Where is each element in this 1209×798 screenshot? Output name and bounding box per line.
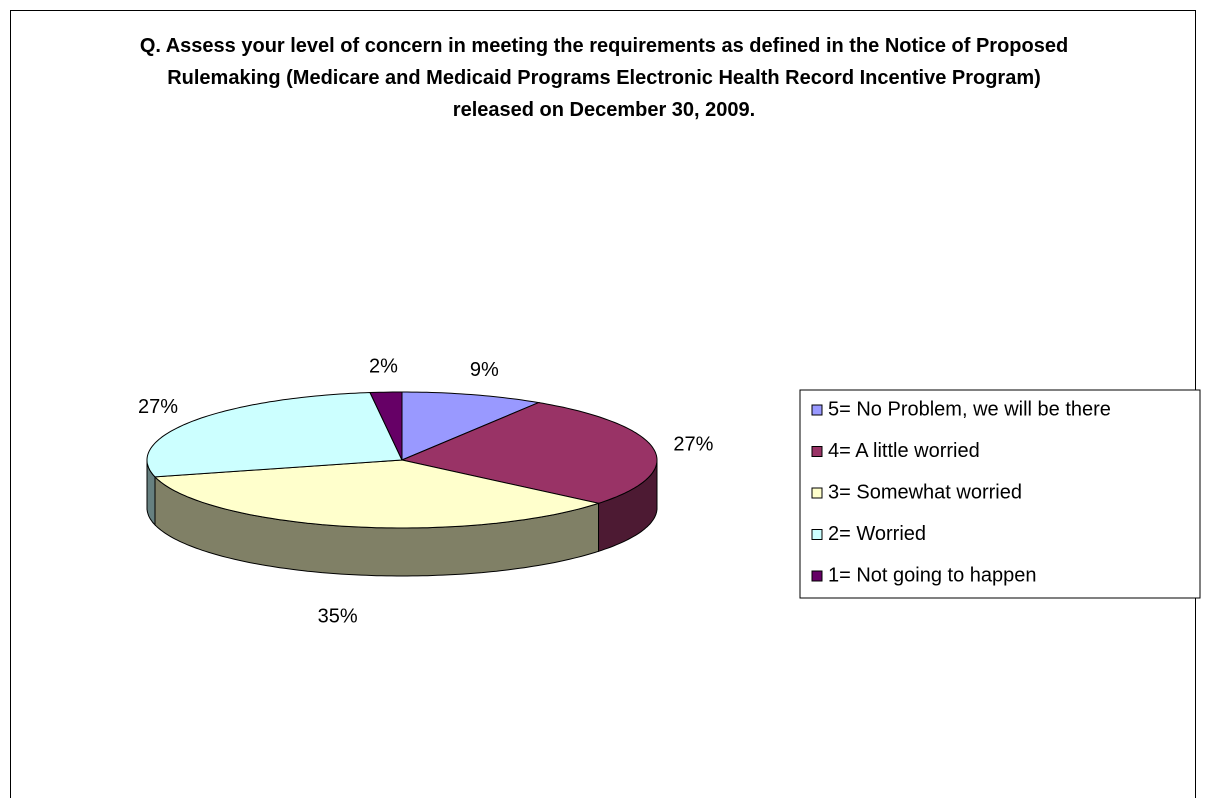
chart-title: Q. Assess your level of concern in meeti… (139, 35, 1069, 121)
legend-swatch (811, 570, 823, 582)
legend-label: 1= Not going to happen (828, 564, 1037, 586)
slice (400, 402, 658, 504)
data-label: 27% (673, 434, 713, 456)
data-label: 27% (138, 396, 178, 418)
data-label: 9% (470, 359, 499, 381)
slice (369, 391, 403, 461)
slice (153, 459, 601, 529)
legend-label: 3= Somewhat worried (828, 481, 1022, 503)
legend-box (799, 389, 1201, 599)
slice (401, 391, 541, 461)
legend-swatch (811, 446, 823, 457)
data-label: 35% (318, 605, 358, 627)
legend-label: 4= A little worried (828, 440, 980, 462)
legend-swatch (811, 487, 823, 499)
data-label: 2% (369, 355, 398, 377)
legend-swatch (811, 404, 823, 416)
legend-label: 2= Worried (828, 523, 926, 545)
legend-swatch (811, 529, 823, 540)
legend-label: 5= No Problem, we will be there (828, 398, 1111, 420)
slice (146, 391, 403, 478)
